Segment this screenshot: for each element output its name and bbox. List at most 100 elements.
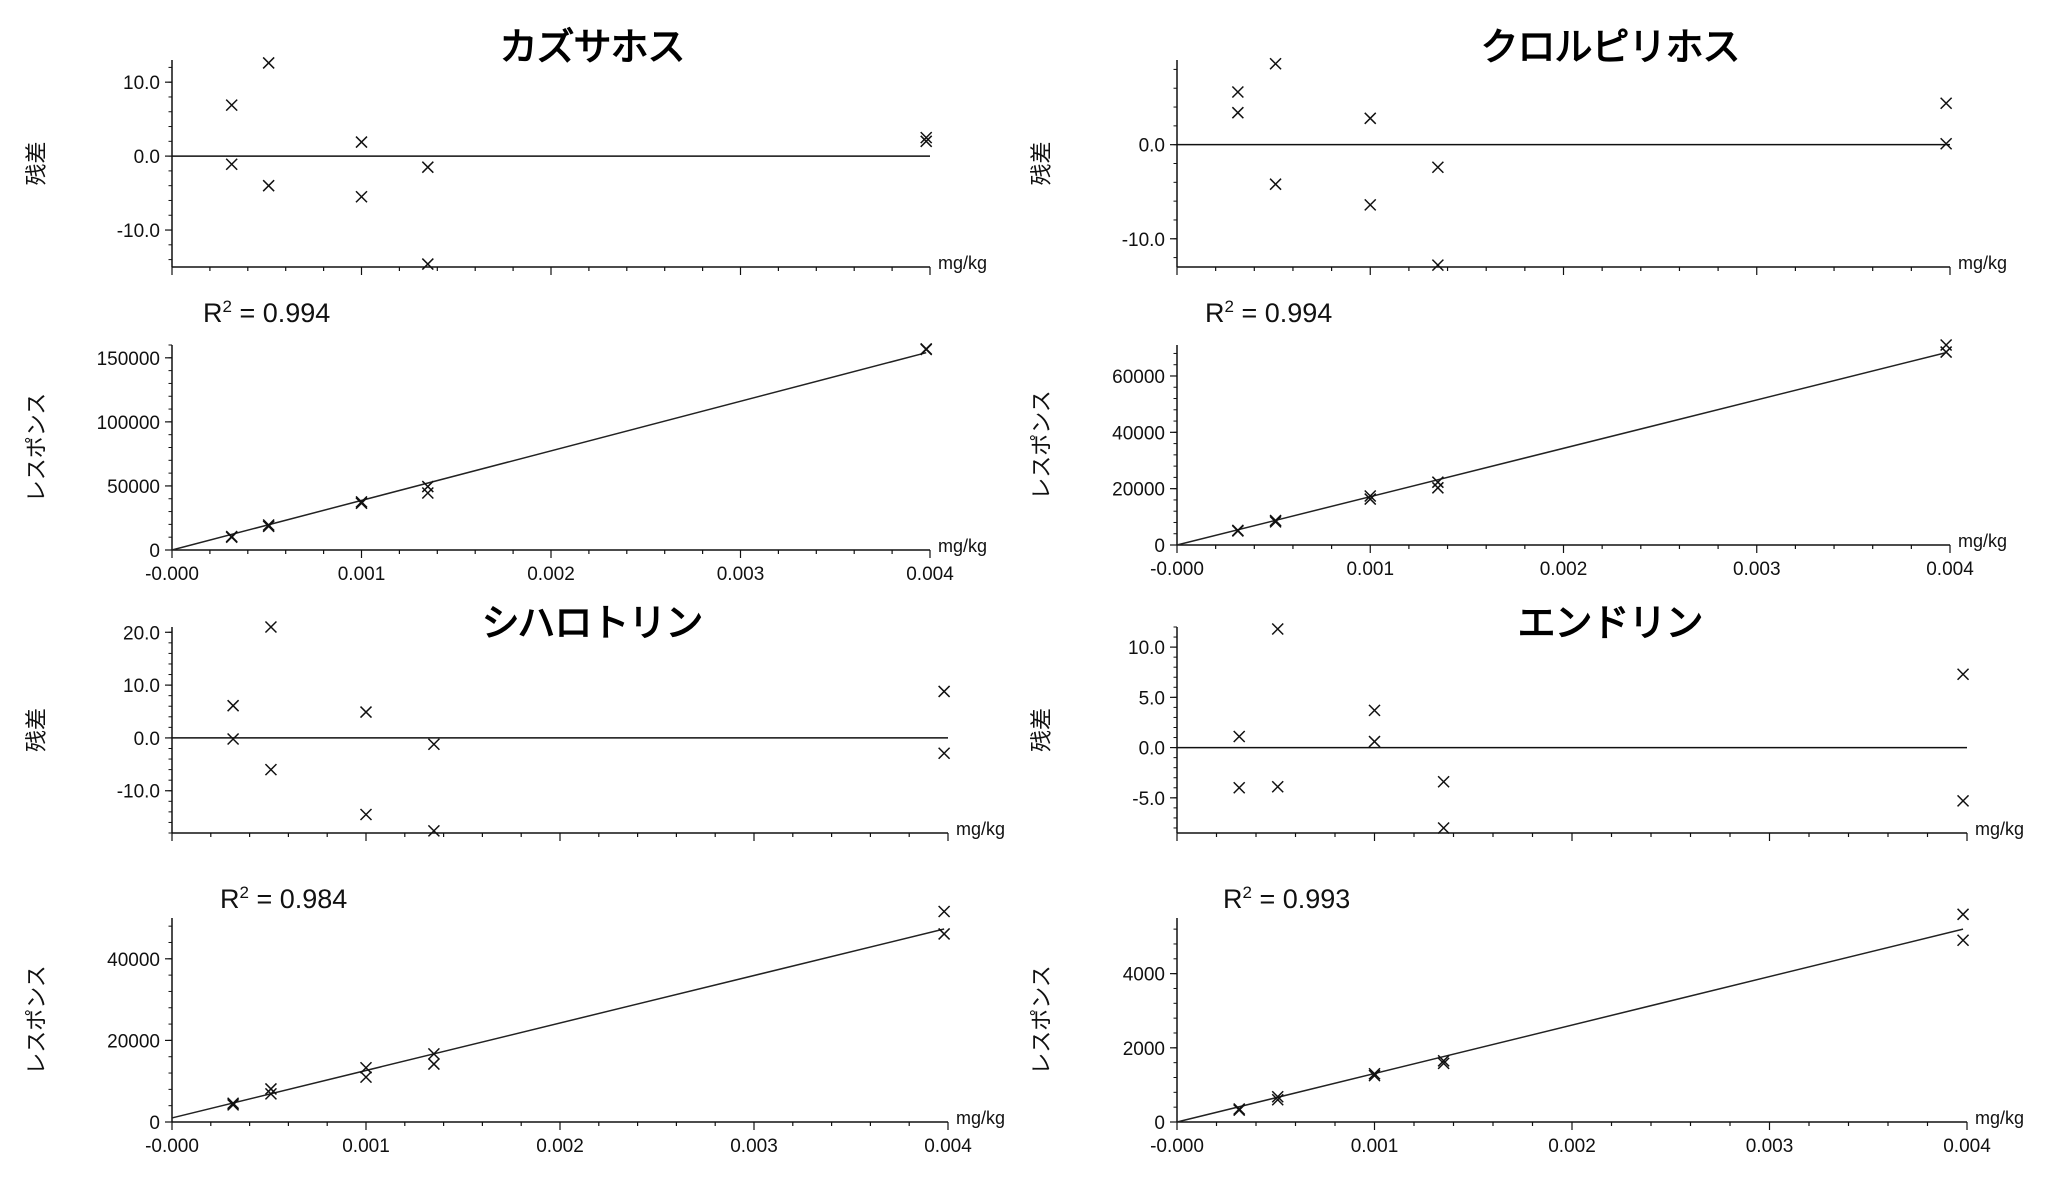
chart-3-residual-point — [1271, 780, 1284, 793]
chart-3-response-x-unit-label: mg/kg — [1975, 1108, 2024, 1128]
chart-2-residual-point — [359, 808, 373, 821]
chart-2-residual-y-tick-label: 0.0 — [134, 729, 160, 750]
chart-0-response-point — [421, 486, 434, 500]
chart-2-residual-point — [227, 699, 240, 712]
chart-2-response-x-tick-label: 0.001 — [342, 1136, 390, 1157]
chart-0-response-x-tick-label: -0.000 — [145, 564, 199, 585]
chart-1-response-x-unit-label: mg/kg — [1958, 531, 2007, 551]
chart-3-response-point — [1271, 1090, 1284, 1103]
chart-0-response-point — [225, 531, 238, 544]
chart-1-residual-point — [1269, 57, 1282, 70]
chart-0-response-point — [262, 518, 275, 532]
chart-0-response-x-tick-label: 0.002 — [527, 564, 575, 585]
chart-3-response-y-tick-label: 4000 — [1123, 965, 1165, 986]
chart-2-response-x-tick-label: 0.002 — [536, 1136, 584, 1157]
chart-3-response-point — [1368, 1069, 1381, 1082]
chart-title-endrin: エンドリン — [1517, 601, 1703, 645]
chart-1-residual-point — [1940, 97, 1953, 110]
chart-3-residual-point — [1957, 794, 1970, 807]
chart-0-residual-point — [262, 179, 275, 192]
chart-3-residual-point — [1233, 781, 1246, 794]
chart-0-response-point — [262, 520, 275, 533]
chart-0-residual-y-tick-label: 0.0 — [134, 147, 160, 168]
chart-0-residual-point — [421, 161, 434, 174]
chart-1-response-x-tick-label: 0.004 — [1926, 559, 1974, 580]
chart-2-residual-y-tick-label: 20.0 — [123, 623, 160, 644]
chart-0-residual-point — [421, 258, 434, 271]
chart-1-response-point — [1431, 481, 1444, 494]
chart-0-residual-y-axis-title: 残差 — [25, 141, 50, 185]
chart-0-response-x-unit-label: mg/kg — [938, 536, 987, 556]
chart-2-response-point — [938, 927, 951, 940]
chart-3-residual-point — [1271, 622, 1284, 636]
chart-3-response-point — [1957, 934, 1970, 947]
chart-2-response-x-tick-label: -0.000 — [145, 1136, 199, 1157]
chart-0-response-point — [355, 495, 368, 508]
chart-1-response-y-tick-label: 20000 — [1112, 480, 1165, 501]
chart-2-residual-point — [359, 706, 373, 719]
chart-3-residual-point — [1233, 730, 1246, 743]
chart-2-residual-y-tick-label: -10.0 — [117, 782, 160, 803]
chart-1-response-y-tick-label: 0 — [1154, 536, 1165, 557]
chart-3-response-x-tick-label: 0.001 — [1351, 1136, 1399, 1157]
chart-0-response-point — [355, 497, 368, 510]
chart-3-response-y-tick-label: 0 — [1154, 1113, 1165, 1134]
chart-1-residual-point — [1364, 112, 1377, 125]
chart-3-residual-y-tick-label: 0.0 — [1139, 739, 1165, 760]
chart-2-response-point — [264, 1087, 277, 1100]
chart-0-residual-point — [920, 131, 933, 144]
chart-3-residual-point — [1437, 775, 1450, 788]
chart-1-r2-annotation: R2 = 0.994 — [1205, 297, 1332, 328]
chart-1-response-point — [1364, 493, 1377, 506]
chart-0-residual-x-unit-label: mg/kg — [938, 253, 987, 273]
chart-0-residual-point — [262, 56, 275, 69]
chart-2-response-y-tick-label: 40000 — [107, 950, 160, 971]
chart-1-response-x-tick-label: 0.003 — [1733, 559, 1781, 580]
chart-3-r2-annotation: R2 = 0.993 — [1223, 883, 1350, 914]
chart-3-response-x-tick-label: -0.000 — [1150, 1136, 1204, 1157]
chart-2-response-y-tick-label: 20000 — [107, 1031, 160, 1052]
chart-3-response-fit-line — [1176, 928, 1964, 1123]
chart-1-response-y-axis-title: レスポンス — [1030, 390, 1055, 500]
chart-1-residual-point — [1231, 106, 1244, 119]
chart-3-residual-y-tick-label: 5.0 — [1139, 688, 1165, 709]
chart-3-response-point — [1368, 1067, 1381, 1080]
chart-0-response-y-tick-label: 50000 — [107, 477, 160, 498]
chart-2-response-point — [359, 1061, 373, 1074]
chart-1-residual-y-tick-label: -10.0 — [1122, 230, 1165, 251]
chart-1-residual-point — [1940, 137, 1953, 150]
chart-3-response-y-tick-label: 2000 — [1123, 1039, 1165, 1060]
chart-2-response-point — [359, 1071, 373, 1084]
chart-1-residual-point — [1231, 85, 1244, 99]
chart-1-response-x-tick-label: 0.001 — [1346, 559, 1394, 580]
chart-2-response-point — [938, 905, 951, 918]
chart-2-residual-point — [227, 732, 240, 746]
chart-2-residual-y-tick-label: 10.0 — [123, 676, 160, 697]
chart-2-response-x-unit-label: mg/kg — [956, 1108, 1005, 1128]
chart-3-response-point — [1437, 1054, 1450, 1067]
chart-0-response-x-tick-label: 0.004 — [906, 564, 954, 585]
chart-3-response-point — [1271, 1093, 1284, 1106]
chart-3-residual-y-tick-label: -5.0 — [1132, 789, 1165, 810]
chart-1-residual-point — [1364, 198, 1377, 211]
chart-3-response-x-tick-label: 0.002 — [1548, 1136, 1596, 1157]
chart-3-response-x-tick-label: 0.003 — [1746, 1136, 1794, 1157]
chart-title-cyhalothrin: シハロトリン — [481, 601, 704, 645]
chart-2-residual-point — [938, 747, 951, 760]
chart-0-response-y-axis-title: レスポンス — [25, 393, 50, 503]
chart-2-response-x-tick-label: 0.003 — [730, 1136, 778, 1157]
chart-1-residual-point — [1431, 259, 1444, 272]
chart-2-response-point — [227, 1098, 240, 1111]
chart-1-residual-y-tick-label: 0.0 — [1139, 136, 1165, 157]
chart-2-response-point — [264, 1082, 277, 1095]
chart-3-residual-y-axis-title: 残差 — [1030, 708, 1055, 752]
chart-2-response-point — [427, 1047, 440, 1060]
chart-0-response-y-tick-label: 0 — [149, 541, 160, 562]
chart-0-response-x-tick-label: 0.001 — [338, 564, 386, 585]
chart-2-residual-point — [938, 685, 951, 698]
chart-0-residual-point — [225, 158, 238, 171]
chart-2-response-fit-line — [171, 928, 945, 1119]
chart-1-residual-y-axis-title: 残差 — [1030, 141, 1055, 185]
chart-0-r2-annotation: R2 = 0.994 — [203, 297, 330, 328]
chart-title-chlorpyrifos: クロルピリホス — [1480, 25, 1740, 69]
